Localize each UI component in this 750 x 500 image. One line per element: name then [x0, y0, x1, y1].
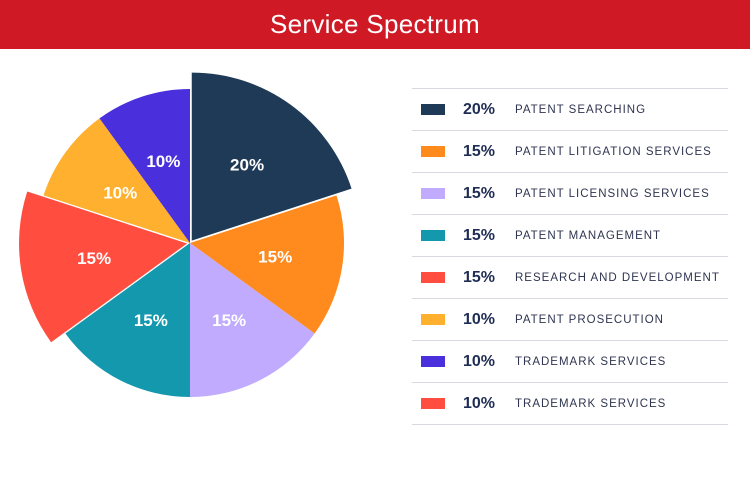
legend-item: 20% PATENT SEARCHING	[412, 89, 728, 131]
legend-swatch	[421, 314, 445, 325]
pie-slice-research-and-development	[19, 191, 188, 343]
chart-title-banner: Service Spectrum	[0, 0, 750, 49]
legend-item: 10% TRADEMARK SERVICES	[412, 341, 728, 383]
pie-slice-label: 20%	[230, 155, 264, 174]
legend-item: 15% PATENT LITIGATION SERVICES	[412, 131, 728, 173]
chart-title: Service Spectrum	[270, 9, 480, 39]
pie-slice-label: 10%	[146, 152, 180, 171]
legend-percent: 10%	[463, 352, 496, 370]
legend-percent: 15%	[463, 142, 496, 160]
pie-slice-label: 15%	[258, 247, 292, 266]
legend-percent: 15%	[463, 226, 496, 244]
legend-label: PATENT LITIGATION SERVICES	[515, 145, 712, 158]
legend-percent: 10%	[463, 310, 496, 328]
legend-percent: 10%	[463, 394, 496, 412]
legend-item: 10% PATENT PROSECUTION	[412, 299, 728, 341]
legend-swatch	[421, 146, 445, 157]
legend-swatch	[421, 230, 445, 241]
pie-slice-patent-litigation-services	[190, 195, 344, 334]
pie-slice-label: 15%	[134, 311, 168, 330]
legend-swatch	[421, 356, 445, 367]
pie-slice-patent-licensing-services	[190, 243, 315, 397]
chart-legend: 20% PATENT SEARCHING 15% PATENT LITIGATION …	[412, 88, 728, 425]
legend-label: TRADEMARK SERVICES	[515, 397, 667, 410]
pie-slice-trademark-services	[99, 89, 190, 243]
legend-item: 10% TRADEMARK SERVICES	[412, 383, 728, 425]
legend-swatch	[421, 104, 445, 115]
legend-swatch	[421, 188, 445, 199]
pie-slice-patent-management	[65, 243, 190, 397]
pie-chart: 20% 15% 15% 15% 15% 10% 10%	[19, 72, 352, 397]
legend-swatch	[421, 398, 445, 409]
legend-label: PATENT LICENSING SERVICES	[515, 187, 710, 200]
legend-label: PATENT MANAGEMENT	[515, 229, 662, 242]
pie-slice-patent-searching	[191, 72, 352, 241]
legend-item: 15% RESEARCH AND DEVELOPMENT	[412, 257, 728, 299]
legend-label: PATENT PROSECUTION	[515, 313, 664, 326]
legend-swatch	[421, 272, 445, 283]
legend-label: PATENT SEARCHING	[515, 103, 647, 116]
pie-slice-label: 10%	[103, 183, 137, 202]
pie-slice-label: 15%	[212, 311, 246, 330]
legend-percent: 15%	[463, 184, 496, 202]
legend-item: 15% PATENT LICENSING SERVICES	[412, 173, 728, 215]
legend-label: RESEARCH AND DEVELOPMENT	[515, 271, 720, 284]
legend-label: TRADEMARK SERVICES	[515, 355, 667, 368]
pie-slice-patent-prosecution	[43, 118, 191, 243]
pie-slice-label: 15%	[77, 249, 111, 268]
legend-percent: 15%	[463, 268, 496, 286]
legend-item: 15% PATENT MANAGEMENT	[412, 215, 728, 257]
legend-percent: 20%	[463, 100, 496, 118]
